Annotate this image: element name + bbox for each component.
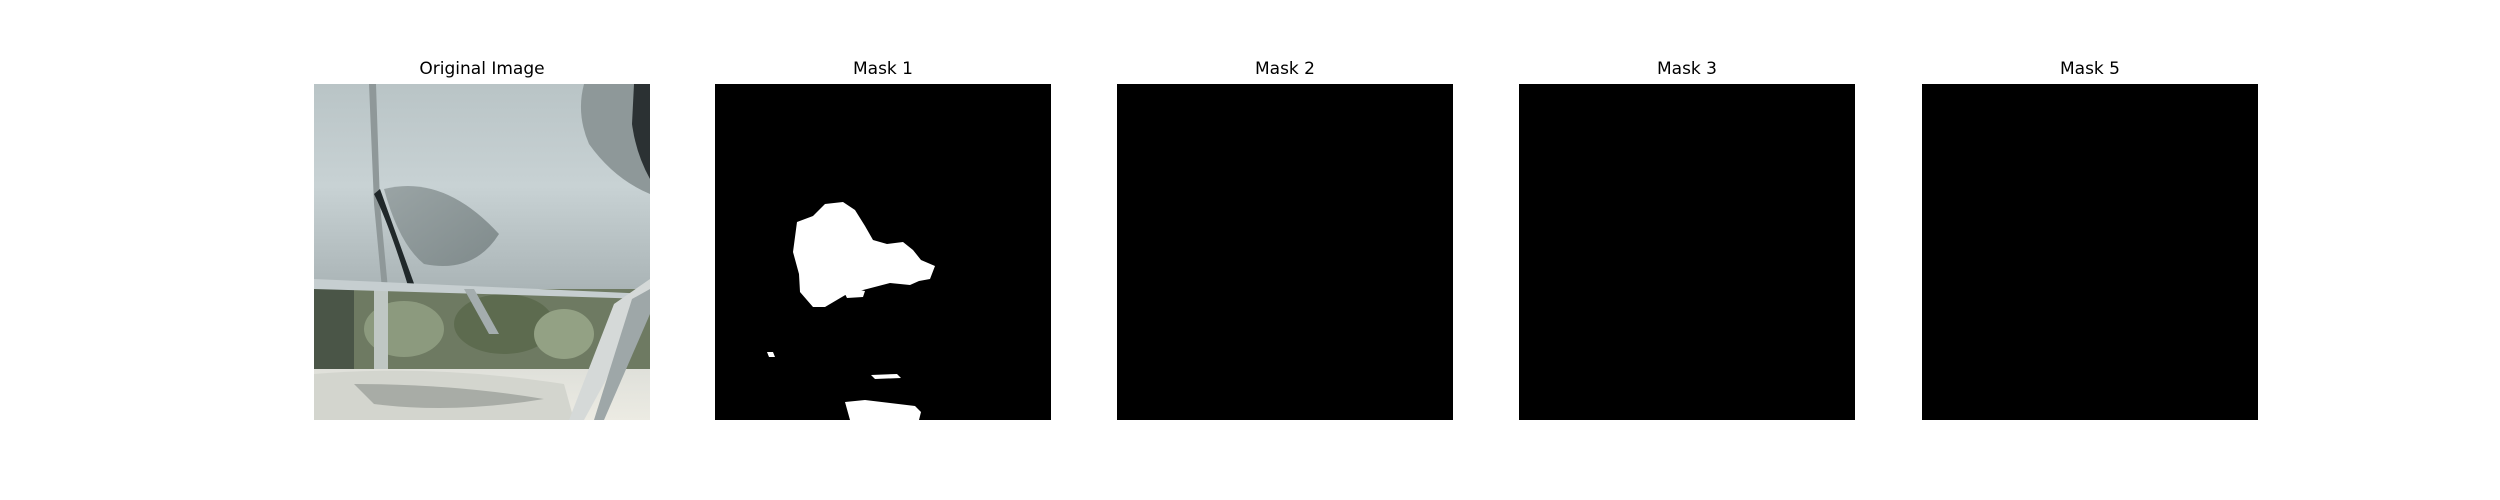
panel-title-mask-2: Mask 2 — [1254, 59, 1315, 79]
original-image — [314, 84, 650, 420]
mask-2-panel: Mask 2 — [1117, 0, 1453, 500]
mask-5-image — [1922, 84, 2258, 420]
panel-title-mask-3: Mask 3 — [1656, 59, 1717, 79]
mask-3-panel: Mask 3 — [1519, 0, 1855, 500]
mask-5-panel: Mask 5 — [1922, 0, 2258, 500]
mask-3-image — [1519, 84, 1855, 420]
mask-1-image — [715, 84, 1051, 420]
mask-1-panel: Mask 1 — [715, 0, 1051, 500]
original-image-panel: Original Image — [314, 0, 650, 500]
panel-title-original-image: Original Image — [419, 59, 545, 79]
mask-2-image — [1117, 84, 1453, 420]
panel-title-mask-1: Mask 1 — [852, 59, 913, 79]
panel-title-mask-5: Mask 5 — [2059, 59, 2120, 79]
